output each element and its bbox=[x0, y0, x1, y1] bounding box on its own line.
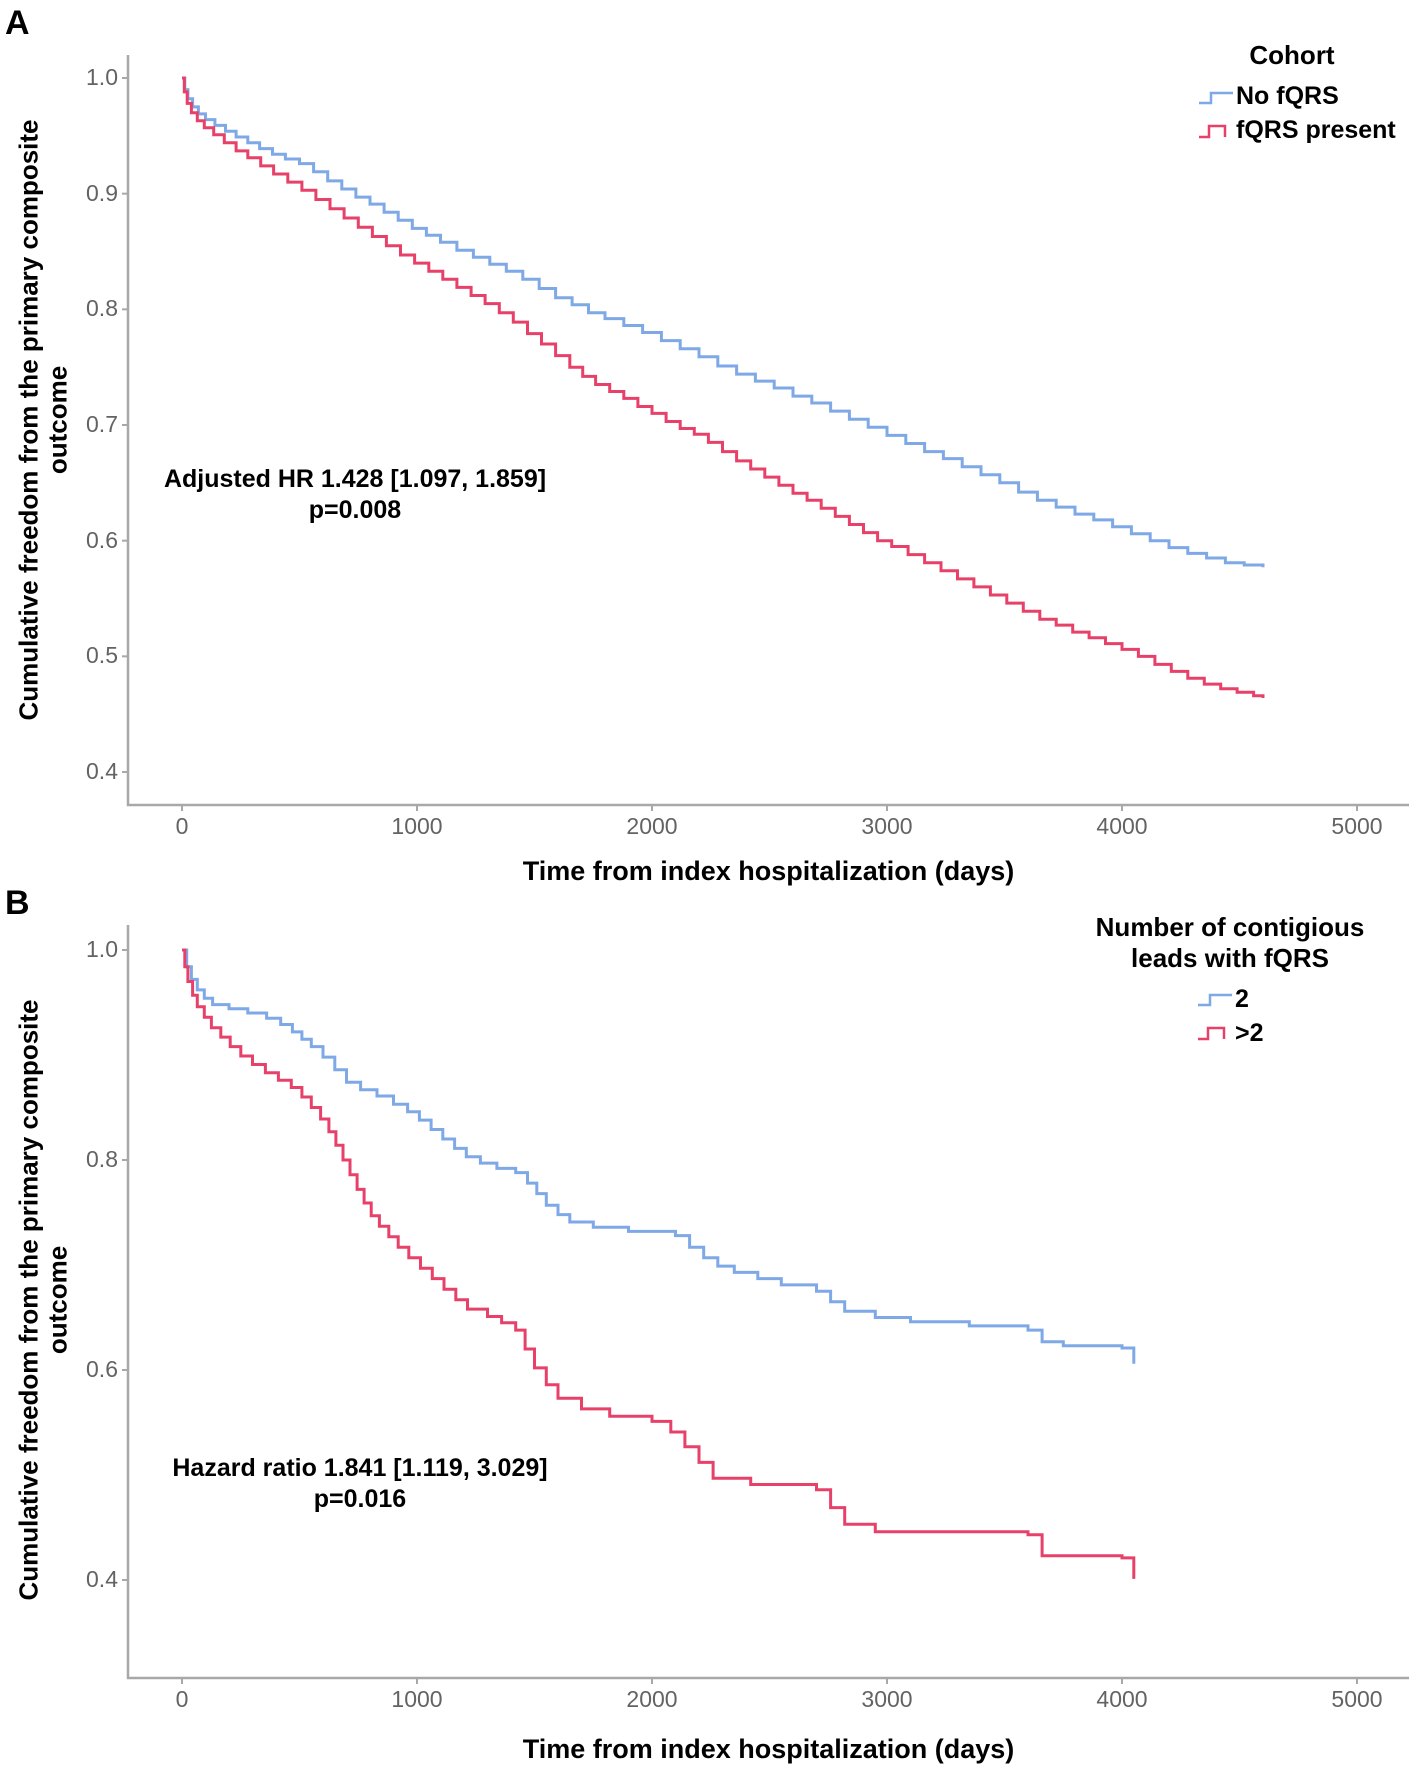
panel-a-pvalue-text: p=0.008 bbox=[308, 496, 402, 525]
panel-b-axes bbox=[126, 925, 1409, 1680]
panel-a-x-axis-title: Time from index hospitalization (days) bbox=[522, 856, 1015, 886]
panel-b-legend-entry-gt2: >2 bbox=[1040, 1016, 1417, 1050]
panel-a-legend-title: Cohort bbox=[1249, 40, 1335, 70]
panel-b-pvalue-text: p=0.016 bbox=[313, 1485, 407, 1514]
panel-b-hazard-annotation: Hazard ratio 1.841 [1.119, 3.029] p=0.01… bbox=[150, 1453, 570, 1516]
red-step-line-icon bbox=[1198, 1027, 1226, 1041]
panel-a-legend-entry-no-fqrs: No fQRS bbox=[1102, 80, 1417, 114]
panel-b-x-axis-title: Time from index hospitalization (days) bbox=[522, 1734, 1015, 1764]
panel-a-curve-nofqrs bbox=[182, 76, 1265, 568]
panel-b-y-axis-title: Cumulative freedom from the primary comp… bbox=[13, 999, 73, 1601]
panel-b-legend: Number of contigious leads with fQRS 2 >… bbox=[1040, 912, 1417, 1050]
panel-b-letter: B bbox=[5, 884, 30, 922]
panel-a-axes bbox=[126, 55, 1409, 807]
panel-a-legend: Cohort No fQRS fQRS present bbox=[1102, 40, 1417, 148]
panel-b-legend-title: Number of contigious leads with fQRS bbox=[1095, 912, 1365, 973]
panel-b-legend-label-2: 2 bbox=[1235, 984, 1249, 1013]
panel-b-curve-2 bbox=[182, 948, 1136, 1579]
panel-a-hr-text: Adjusted HR 1.428 [1.097, 1.859] bbox=[163, 465, 547, 493]
panel-b-curve-2 bbox=[182, 948, 1136, 1364]
panel-b-legend-label-gt2: >2 bbox=[1235, 1018, 1264, 1047]
blue-step-line-icon bbox=[1199, 91, 1233, 104]
panel-a-legend-label-fqrs-present: fQRS present bbox=[1236, 116, 1396, 145]
panel-a-curve-fqrspresent bbox=[182, 76, 1265, 698]
panel-a-legend-entry-fqrs-present: fQRS present bbox=[1102, 114, 1417, 148]
panel-b-hr-text: Hazard ratio 1.841 [1.119, 3.029] bbox=[172, 1454, 548, 1482]
panel-a-hazard-annotation: Adjusted HR 1.428 [1.097, 1.859] p=0.008 bbox=[140, 464, 570, 527]
red-step-line-icon bbox=[1199, 124, 1227, 138]
blue-step-line-icon bbox=[1198, 994, 1232, 1007]
panel-b-legend-entry-2: 2 bbox=[1040, 982, 1417, 1016]
panel-a-letter: A bbox=[5, 4, 30, 42]
panel-a-legend-label-no-fqrs: No fQRS bbox=[1236, 82, 1339, 111]
panel-a-y-axis-title: Cumulative freedom from the primary comp… bbox=[13, 119, 73, 721]
